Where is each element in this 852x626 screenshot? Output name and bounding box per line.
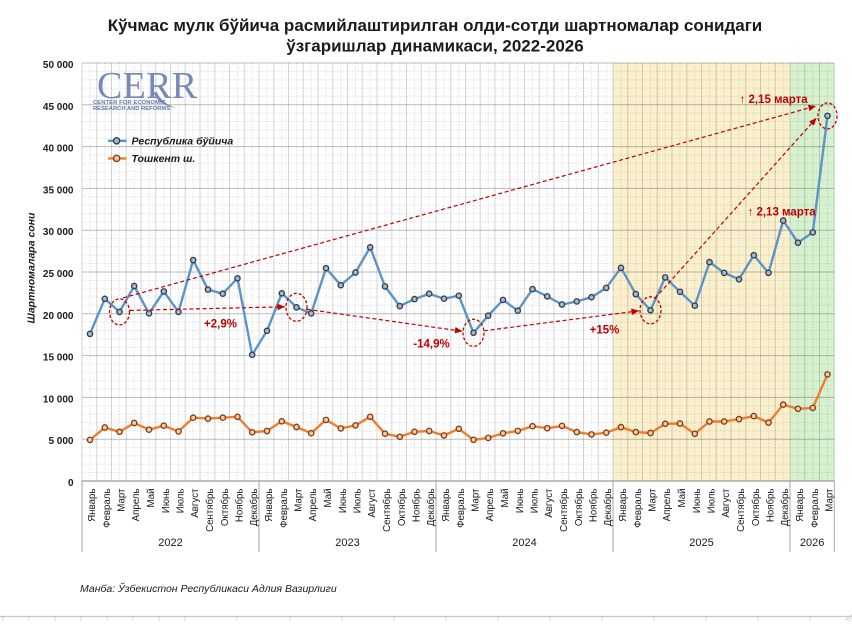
- svg-text:Август: Август: [367, 488, 378, 518]
- svg-text:Февраль: Февраль: [633, 489, 644, 528]
- svg-text:Май: Май: [146, 489, 157, 508]
- svg-text:Январь: Январь: [441, 489, 452, 522]
- svg-text:25 000: 25 000: [43, 269, 74, 280]
- svg-text:35 000: 35 000: [43, 185, 74, 196]
- svg-text:2026: 2026: [800, 537, 824, 549]
- svg-text:Декабрь: Декабрь: [426, 489, 437, 527]
- svg-text:Январь: Январь: [795, 489, 806, 522]
- svg-text:Апрель: Апрель: [662, 489, 673, 522]
- svg-text:10 000: 10 000: [43, 394, 74, 405]
- svg-text:Октябрь: Октябрь: [751, 489, 762, 527]
- svg-text:45 000: 45 000: [43, 102, 74, 113]
- svg-text:↑ 2,13 марта: ↑ 2,13 марта: [748, 207, 817, 219]
- svg-text:2023: 2023: [335, 537, 359, 549]
- svg-text:Кўчмас мулк бўйича расмийлашти: Кўчмас мулк бўйича расмийлаштирилган олд…: [108, 16, 763, 35]
- svg-text:Январь: Январь: [87, 489, 98, 522]
- svg-text:Декабрь: Декабрь: [249, 489, 260, 527]
- svg-text:Октябрь: Октябрь: [397, 489, 408, 527]
- svg-text:Манба: Ўзбекистон Республикаси: Манба: Ўзбекистон Республикаси Адлия Ваз…: [80, 582, 337, 595]
- svg-text:Ноябрь: Ноябрь: [589, 489, 600, 523]
- svg-text:Июнь: Июнь: [692, 489, 703, 514]
- svg-text:Февраль: Февраль: [102, 489, 113, 528]
- svg-text:Февраль: Февраль: [279, 489, 290, 528]
- svg-text:Август: Август: [190, 488, 201, 518]
- svg-text:5 000: 5 000: [48, 436, 73, 447]
- svg-text:50 000: 50 000: [43, 60, 74, 71]
- svg-text:Июнь: Июнь: [515, 489, 526, 514]
- svg-text:Февраль: Февраль: [810, 489, 821, 528]
- svg-text:Март: Март: [648, 488, 659, 512]
- svg-text:Декабрь: Декабрь: [603, 489, 614, 527]
- svg-text:CENTER FOR ECONOMIC: CENTER FOR ECONOMIC: [93, 100, 167, 106]
- svg-text:Июль: Июль: [530, 489, 541, 514]
- svg-text:Май: Май: [323, 489, 334, 508]
- svg-text:Январь: Январь: [618, 489, 629, 522]
- svg-text:+15%: +15%: [590, 325, 620, 337]
- svg-text:Сентябрь: Сентябрь: [559, 489, 570, 532]
- svg-text:Март: Март: [471, 488, 482, 512]
- svg-text:+2,9%: +2,9%: [204, 319, 237, 331]
- svg-text:2024: 2024: [512, 537, 536, 549]
- svg-text:Апрель: Апрель: [485, 489, 496, 522]
- svg-text:Декабрь: Декабрь: [780, 489, 791, 527]
- svg-text:Июнь: Июнь: [161, 489, 172, 514]
- svg-text:Апрель: Апрель: [131, 489, 142, 522]
- svg-text:Сентябрь: Сентябрь: [736, 489, 747, 532]
- svg-text:Май: Май: [677, 489, 688, 508]
- svg-text:Октябрь: Октябрь: [574, 489, 585, 527]
- svg-text:Июль: Июль: [707, 489, 718, 514]
- svg-text:Тошкент ш.: Тошкент ш.: [132, 153, 196, 165]
- svg-text:Апрель: Апрель: [308, 489, 319, 522]
- svg-text:Август: Август: [721, 488, 732, 518]
- svg-text:Июнь: Июнь: [338, 489, 349, 514]
- svg-text:Февраль: Февраль: [456, 489, 467, 528]
- svg-text:Ноябрь: Ноябрь: [412, 489, 423, 523]
- svg-text:Ноябрь: Ноябрь: [766, 489, 777, 523]
- svg-text:ўзгаришлар динамикаси, 2022-20: ўзгаришлар динамикаси, 2022-2026: [286, 37, 583, 56]
- svg-text:20 000: 20 000: [43, 311, 74, 322]
- svg-text:Март: Март: [117, 488, 128, 512]
- svg-text:Июль: Июль: [176, 489, 187, 514]
- svg-text:Май: Май: [500, 489, 511, 508]
- svg-text:↑ 2,15 марта: ↑ 2,15 марта: [740, 94, 809, 106]
- svg-text:15 000: 15 000: [43, 353, 74, 364]
- svg-text:Март: Март: [825, 488, 836, 512]
- svg-text:Шартномалара сони: Шартномалара сони: [26, 212, 38, 323]
- svg-text:0: 0: [68, 478, 74, 489]
- svg-text:Ноябрь: Ноябрь: [235, 489, 246, 523]
- svg-text:Республика бўйича: Республика бўйича: [132, 136, 234, 148]
- svg-text:2025: 2025: [689, 537, 713, 549]
- svg-text:30 000: 30 000: [43, 227, 74, 238]
- svg-text:RESEARCH AND REFORMS: RESEARCH AND REFORMS: [93, 106, 170, 112]
- svg-text:Август: Август: [544, 488, 555, 518]
- svg-text:-14,9%: -14,9%: [413, 339, 449, 351]
- svg-text:Июль: Июль: [353, 489, 364, 514]
- svg-text:2022: 2022: [158, 537, 182, 549]
- svg-text:Январь: Январь: [264, 489, 275, 522]
- svg-text:Сентябрь: Сентябрь: [205, 489, 216, 532]
- svg-text:Октябрь: Октябрь: [220, 489, 231, 527]
- svg-text:Март: Март: [294, 488, 305, 512]
- svg-text:Сентябрь: Сентябрь: [382, 489, 393, 532]
- svg-text:40 000: 40 000: [43, 144, 74, 155]
- svg-text:CERR: CERR: [97, 65, 198, 107]
